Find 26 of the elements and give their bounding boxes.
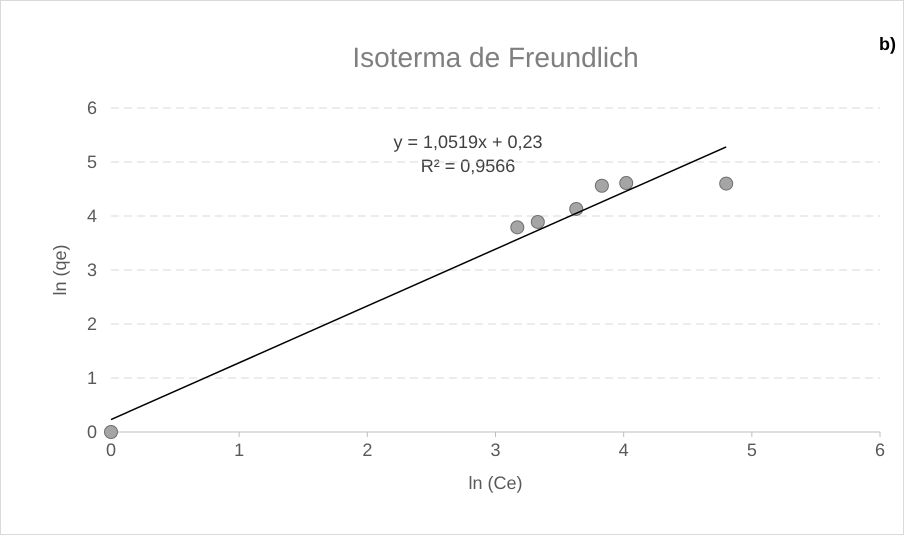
x-tick-label: 1 <box>234 440 244 460</box>
chart-title: Isoterma de Freundlich <box>352 42 639 73</box>
point <box>619 176 634 190</box>
text: b) <box>879 34 896 54</box>
annotation: y = 1,0519x + 0,23 <box>393 132 543 152</box>
x-tick-label: 0 <box>106 440 116 460</box>
y-tick-label: 4 <box>86 206 97 226</box>
point <box>510 220 524 234</box>
point <box>719 176 734 191</box>
annotation: R² = 0,9566 <box>420 156 516 176</box>
x-tick-label: 6 <box>874 440 886 460</box>
point <box>530 214 545 229</box>
x-tick-label: 3 <box>490 440 501 460</box>
y-tick-label: 6 <box>86 98 97 118</box>
point <box>594 178 609 193</box>
x-axis-title: ln (Ce) <box>468 473 523 493</box>
x-tick-label: 2 <box>362 440 372 460</box>
y-tick-label: 1 <box>86 368 97 388</box>
x-tick-label: 5 <box>746 440 757 460</box>
x-tick-label: 4 <box>618 440 629 460</box>
y-tick-label: 0 <box>86 422 97 442</box>
y-tick-label: 3 <box>86 260 97 280</box>
y-axis-title: ln (qe) <box>50 244 70 296</box>
y-tick-label: 2 <box>86 314 97 334</box>
point <box>104 425 118 439</box>
y-tick-label: 5 <box>86 152 97 172</box>
